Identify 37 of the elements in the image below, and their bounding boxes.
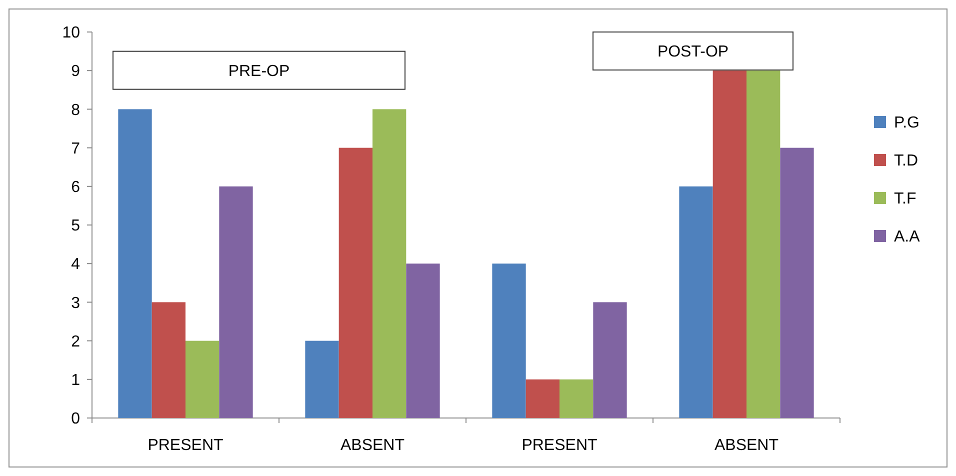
bar [305, 340, 339, 418]
x-tick-label: ABSENT [340, 437, 405, 454]
y-tick-label: 7 [71, 140, 80, 158]
bar [118, 109, 152, 418]
legend-label: P.G [894, 114, 920, 132]
legend-label: T.D [894, 152, 918, 170]
bar [492, 264, 526, 418]
y-tick-label: 5 [71, 218, 80, 235]
y-tick-label: 2 [71, 333, 80, 350]
annotation: POST-OP [657, 44, 729, 61]
legend-label: A.A [894, 228, 920, 246]
bar [679, 186, 713, 418]
bar [593, 302, 627, 418]
bar [186, 340, 220, 418]
bar [712, 70, 746, 418]
bar [526, 379, 560, 418]
y-tick-label: 0 [71, 410, 80, 428]
y-tick-label: 1 [71, 372, 80, 389]
x-tick-label: ABSENT [714, 437, 779, 454]
bar [372, 109, 406, 418]
y-tick-label: 3 [71, 294, 80, 312]
y-tick-label: 8 [71, 102, 80, 119]
bar [780, 148, 814, 418]
bar [406, 264, 440, 418]
x-tick-label: PRESENT [148, 437, 224, 454]
legend-label: T.F [894, 190, 916, 208]
annotation: PRE-OP [228, 62, 290, 80]
x-tick-label: PRESENT [522, 437, 598, 454]
bar [338, 148, 372, 418]
bar [560, 379, 594, 418]
y-tick-label: 6 [71, 179, 80, 196]
bar [152, 302, 186, 418]
bar [219, 186, 253, 418]
y-tick-label: 4 [71, 256, 80, 274]
y-tick-label: 10 [62, 24, 80, 42]
y-tick-label: 9 [71, 63, 80, 80]
bar [746, 70, 780, 418]
